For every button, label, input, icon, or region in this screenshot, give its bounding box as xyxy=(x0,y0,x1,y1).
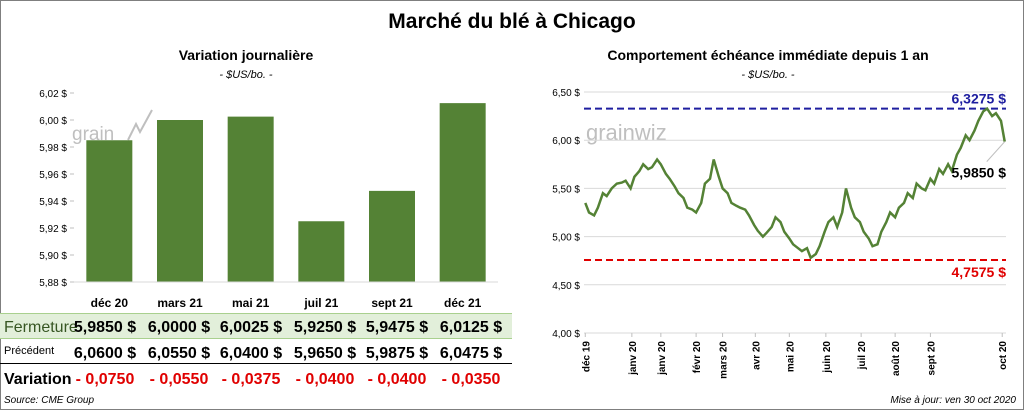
category-label: sept 21 xyxy=(371,296,413,310)
bar xyxy=(86,140,133,282)
watermark-wheat-mark xyxy=(127,109,153,141)
close-cell: 5,9250 $ xyxy=(293,319,357,336)
category-label: déc 20 xyxy=(91,296,129,310)
var-row-label: Variation xyxy=(4,371,72,388)
prev-cell: 6,0475 $ xyxy=(439,345,503,362)
watermark-logo: grain xyxy=(72,124,114,145)
prev-cell: 6,0400 $ xyxy=(219,345,283,362)
y-tick-label: 6,02 $ xyxy=(39,89,67,100)
category-label: mai 21 xyxy=(232,296,270,310)
prev-cell: 5,9875 $ xyxy=(365,345,429,362)
update-note: Mise à jour: ven 30 oct 2020 xyxy=(890,395,1016,406)
bar xyxy=(369,190,415,282)
y-tick-label: 5,94 $ xyxy=(39,197,67,208)
var-cell: - 0,0350 xyxy=(441,371,501,388)
close-price-row: Fermeture 5,9850 $ 6,0000 $ 6,0025 $ 5,9… xyxy=(0,313,512,339)
daily-variation-chart: Variation journalière - $US/bo. - grain … xyxy=(39,47,498,310)
close-cell: 6,0125 $ xyxy=(439,319,503,336)
prev-cell: 6,0600 $ xyxy=(73,345,137,362)
y-tick-label: 5,92 $ xyxy=(39,224,67,235)
prev-cell: 6,0550 $ xyxy=(147,345,211,362)
bar xyxy=(298,221,345,282)
var-cell: - 0,0400 xyxy=(367,371,427,388)
category-label: mars 21 xyxy=(157,296,203,310)
bar xyxy=(227,116,274,282)
bar xyxy=(439,103,486,282)
y-tick-label: 5,96 $ xyxy=(39,170,67,181)
prev-cell: 5,9650 $ xyxy=(293,345,357,362)
previous-price-row: Précédent 6,0600 $ 6,0550 $ 6,0400 $ 5,9… xyxy=(0,341,512,364)
bar xyxy=(157,120,203,282)
y-tick-label: 5,88 $ xyxy=(39,278,67,289)
close-cell: 5,9850 $ xyxy=(73,319,137,336)
variation-row: Variation - 0,0750 - 0,0550 - 0,0375 - 0… xyxy=(0,367,512,389)
var-cell: - 0,0400 xyxy=(295,371,355,388)
close-row-label: Fermeture xyxy=(4,319,78,336)
close-cell: 5,9475 $ xyxy=(365,319,429,336)
left-chart-subtitle: - $US/bo. - xyxy=(219,69,273,81)
var-cell: - 0,0375 xyxy=(221,371,281,388)
var-cell: - 0,0750 xyxy=(75,371,135,388)
left-chart-title: Variation journalière xyxy=(179,47,314,63)
y-tick-label: 5,98 $ xyxy=(39,143,67,154)
close-cell: 6,0000 $ xyxy=(147,319,211,336)
close-cell: 6,0025 $ xyxy=(219,319,283,336)
y-tick-label: 5,90 $ xyxy=(39,251,67,262)
page-title: Marché du blé à Chicago xyxy=(388,10,636,33)
source-note: Source: CME Group xyxy=(4,395,95,406)
prev-row-label: Précédent xyxy=(4,345,55,357)
var-cell: - 0,0550 xyxy=(149,371,209,388)
y-tick-label: 6,00 $ xyxy=(39,116,67,127)
category-label: juil 21 xyxy=(303,296,338,310)
category-label: déc 21 xyxy=(444,296,482,310)
